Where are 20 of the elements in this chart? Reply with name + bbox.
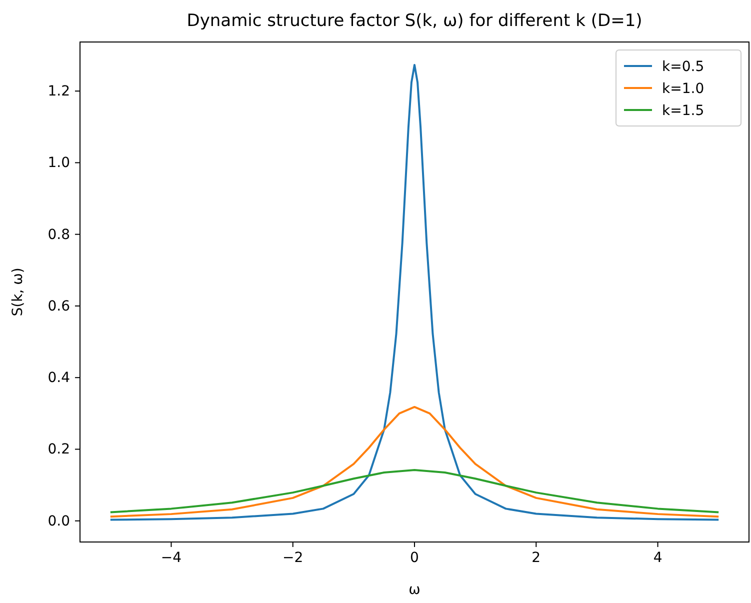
x-tick-label: −2 [282, 550, 304, 566]
line-series [109, 469, 720, 514]
y-tick-label: 0.2 [48, 442, 70, 458]
legend-label: k=1.5 [662, 103, 704, 119]
legend-label: k=0.5 [662, 59, 704, 75]
x-tick-label: −4 [160, 550, 182, 566]
x-tick-label: 0 [410, 550, 419, 566]
line-series [109, 406, 720, 518]
y-tick-label: 0.0 [48, 513, 70, 530]
y-tick-label: 0.6 [48, 298, 70, 314]
y-tick-label: 1.2 [48, 84, 70, 100]
legend-label: k=1.0 [662, 81, 704, 97]
y-tick-label: 0.8 [48, 226, 70, 243]
y-axis-title: S(k, ω) [10, 268, 26, 316]
x-axis-title: ω [408, 582, 420, 598]
y-tick-label: 0.4 [48, 370, 70, 386]
x-tick-label: 4 [653, 550, 662, 566]
chart-title: Dynamic structure factor S(k, ω) for different k (D=1) [186, 11, 642, 31]
y-tick-label: 1.0 [48, 155, 70, 172]
x-tick-label: 2 [532, 550, 541, 566]
